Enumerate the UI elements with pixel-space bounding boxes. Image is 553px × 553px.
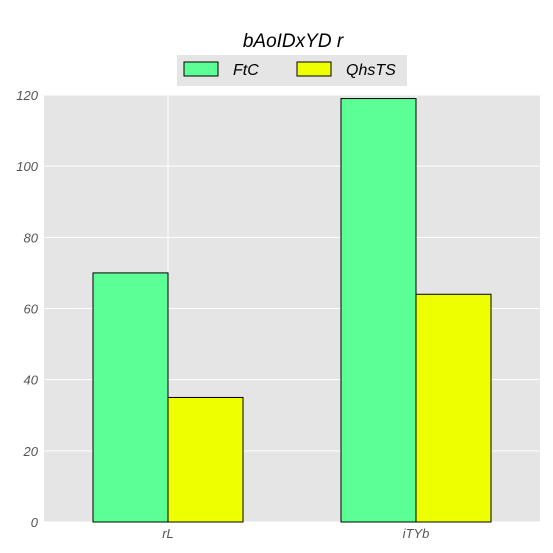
bar-qhsts-ityb: [415, 293, 492, 523]
bar-qhsts-rl: [167, 396, 244, 523]
legend-label-qhsts: QhsTS: [346, 62, 396, 79]
legend-swatch-ftc: [183, 61, 219, 77]
bar-ftc-rl: [92, 272, 169, 523]
y-tick-label: 80: [24, 230, 39, 245]
y-tick-label: 120: [16, 88, 38, 103]
x-tick-label: iTYb: [403, 526, 430, 541]
bars: [92, 98, 492, 523]
legend: FtC QhsTS: [177, 55, 407, 86]
y-tick-label: 0: [31, 515, 39, 530]
bar-ftc-ityb: [340, 98, 417, 523]
y-tick-label: 40: [24, 373, 39, 388]
x-tick-label: rL: [162, 526, 174, 541]
legend-label-ftc: FtC: [233, 62, 259, 79]
y-tick-label: 60: [24, 302, 39, 317]
chart-title: bAoIDxYD r: [243, 31, 344, 52]
legend-swatch-qhsts: [296, 61, 332, 77]
x-axis-ticks: rL iTYb: [162, 526, 429, 541]
y-axis-ticks: 0 20 40 60 80 100 120: [16, 88, 38, 530]
y-tick-label: 20: [23, 444, 39, 459]
y-tick-label: 100: [16, 159, 38, 174]
